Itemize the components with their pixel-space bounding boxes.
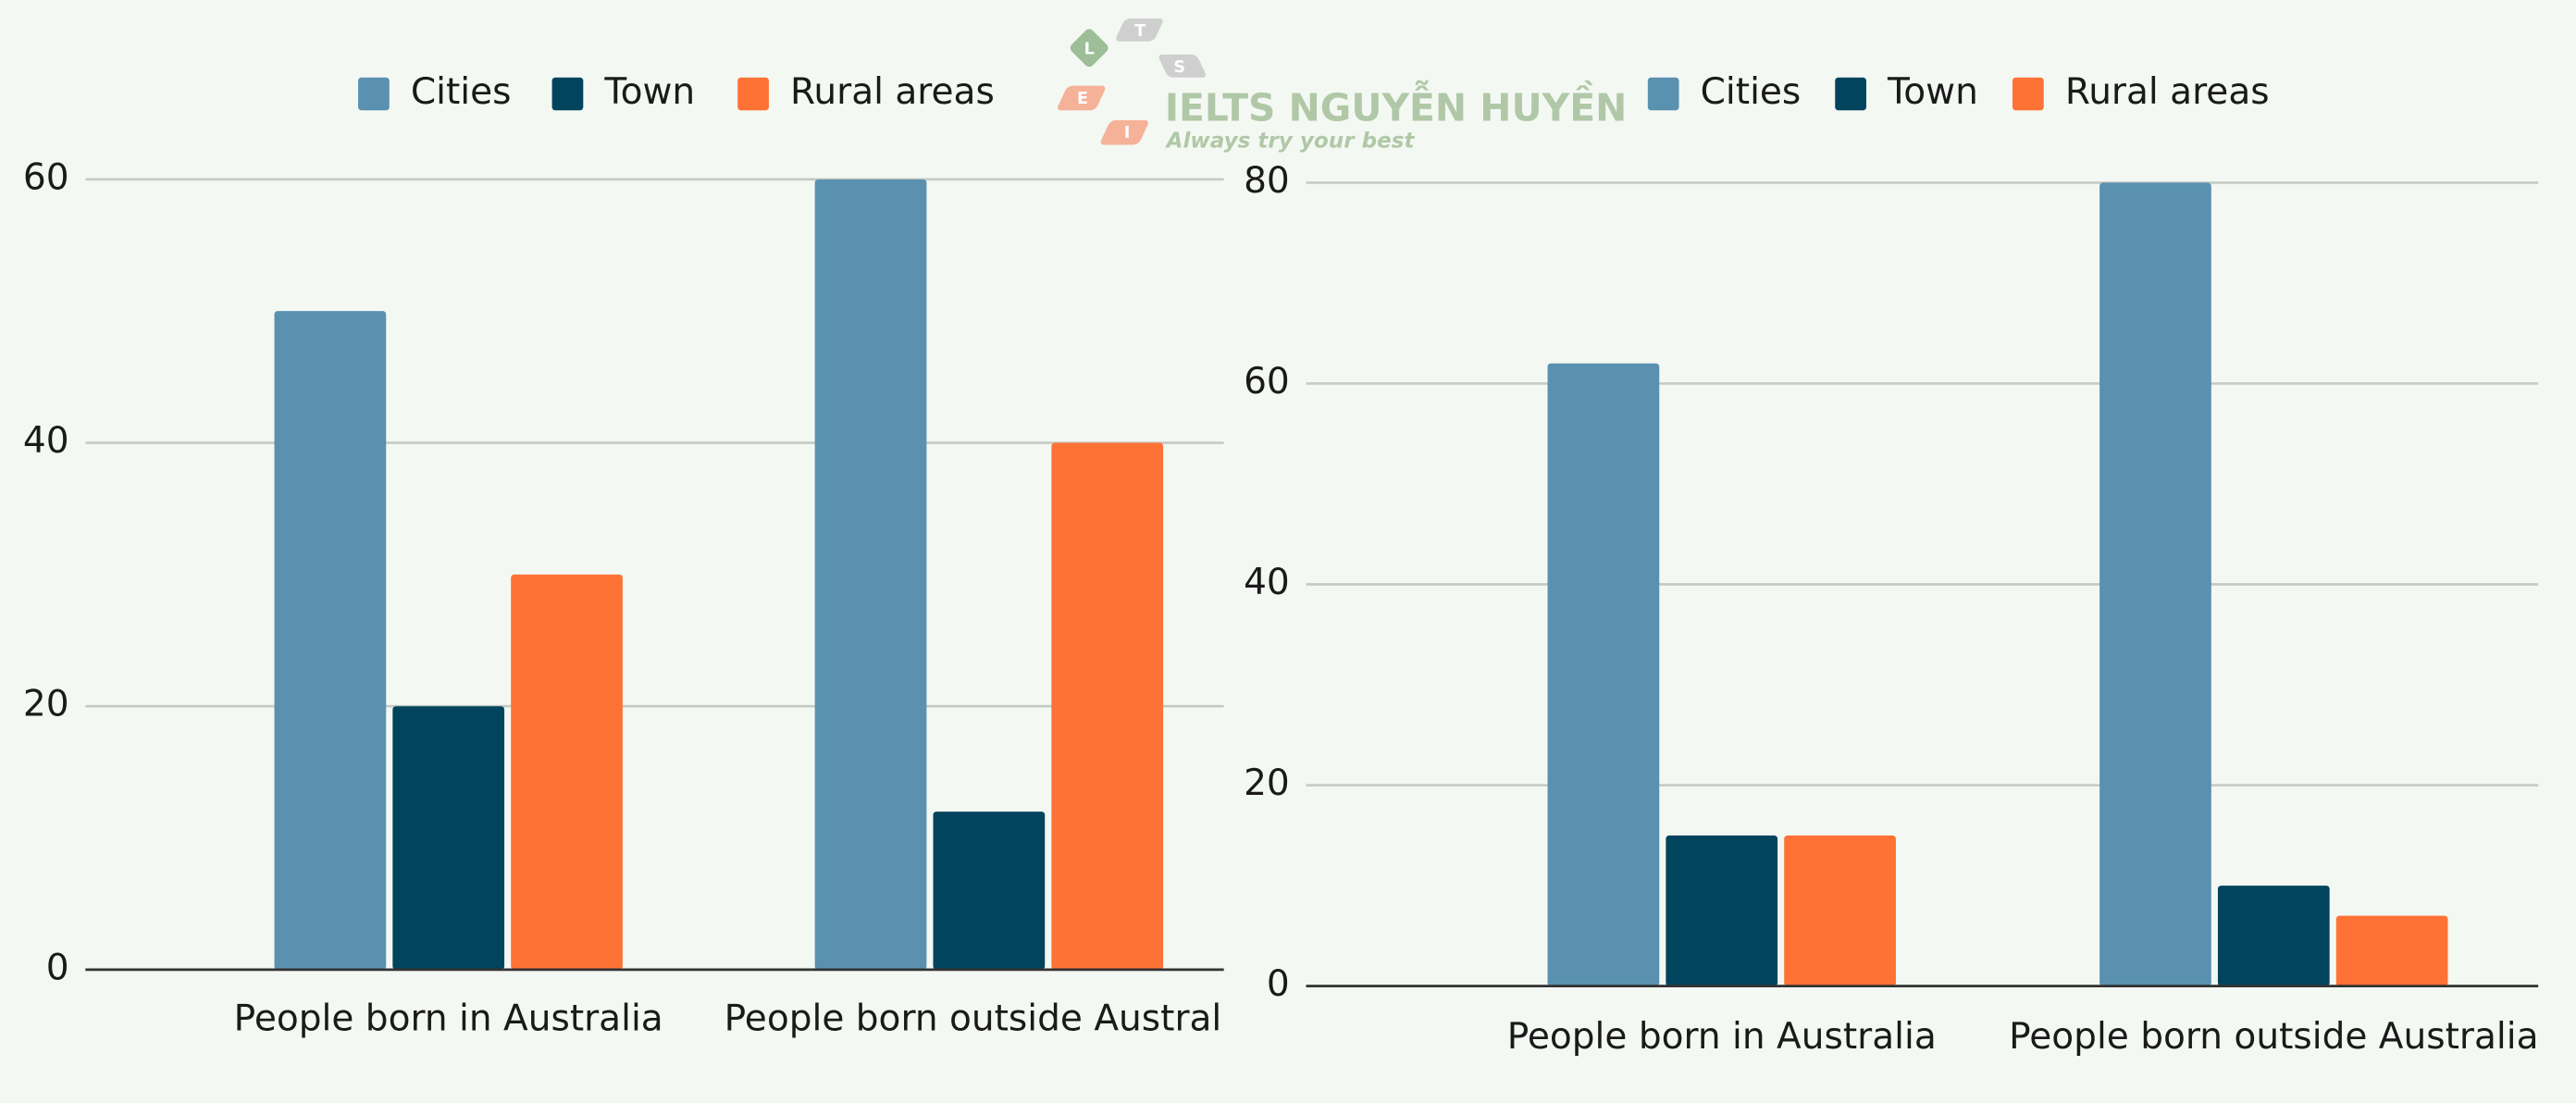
y-tick-label: 20 [23, 684, 69, 725]
bar [1051, 442, 1164, 970]
bar [2099, 182, 2211, 986]
chart: 0 20 40 60 80 People born in Australia People … [1244, 160, 2538, 1058]
x-tick-label: People born outside Australia [724, 998, 1254, 1039]
bar [933, 812, 1046, 970]
x-tick-label: People born outside Australia [2009, 1016, 2538, 1058]
bar [2335, 915, 2448, 986]
legend-label: Cities [411, 71, 512, 113]
y-tick-label: 0 [1267, 963, 1290, 1005]
watermark: L T S E I IELTS NGUYỄN HUYỀN Always try … [1058, 18, 1627, 154]
legend-swatch [1647, 77, 1679, 111]
brand: IELTS NGUYỄN HUYỀN [1165, 80, 1627, 130]
legend-swatch [1835, 77, 1866, 111]
legend-label: Cities [1701, 71, 1802, 113]
legend-swatch [737, 77, 769, 111]
logo-tile [1116, 18, 1163, 42]
bar [274, 311, 387, 970]
x-tick-label: People born in Australia [1507, 1016, 1937, 1058]
logo-letter: I [1124, 124, 1131, 143]
x-tick-label: People born in Australia [234, 998, 663, 1039]
legend-label: Town [1887, 71, 1978, 113]
bar [1666, 835, 1778, 986]
logo-tile [1100, 119, 1148, 145]
legend-label: Rural areas [790, 71, 995, 113]
bar [392, 706, 505, 970]
logo-letter: L [1084, 41, 1095, 59]
y-tick-label: 60 [1244, 361, 1290, 403]
y-tick-label: 80 [1244, 160, 1290, 202]
logo-letter: S [1173, 58, 1185, 77]
y-tick-label: 40 [1244, 562, 1290, 603]
slogan: Always try your best [1165, 130, 1416, 154]
legend-swatch [551, 77, 584, 111]
y-tick-label: 60 [23, 156, 69, 198]
logo-letter: T [1134, 22, 1146, 41]
logo-tile [1070, 29, 1108, 68]
legend-swatch [2012, 77, 2044, 111]
legend-label: Town [603, 71, 695, 113]
bar [1784, 835, 1896, 986]
logo-letter: E [1077, 90, 1088, 108]
legend-swatch [358, 77, 390, 111]
bar [2217, 886, 2330, 986]
logo-tile [1158, 54, 1206, 78]
y-tick-label: 0 [46, 947, 69, 988]
y-tick-label: 40 [23, 420, 69, 462]
logo-tile [1058, 85, 1106, 111]
bar [511, 574, 623, 970]
bar [1547, 363, 1660, 986]
y-tick-label: 20 [1244, 762, 1290, 804]
legend-label: Rural areas [2065, 71, 2270, 113]
chart: 0 20 40 60 People born in Australia People bo… [23, 156, 1254, 1039]
bar [814, 179, 927, 970]
